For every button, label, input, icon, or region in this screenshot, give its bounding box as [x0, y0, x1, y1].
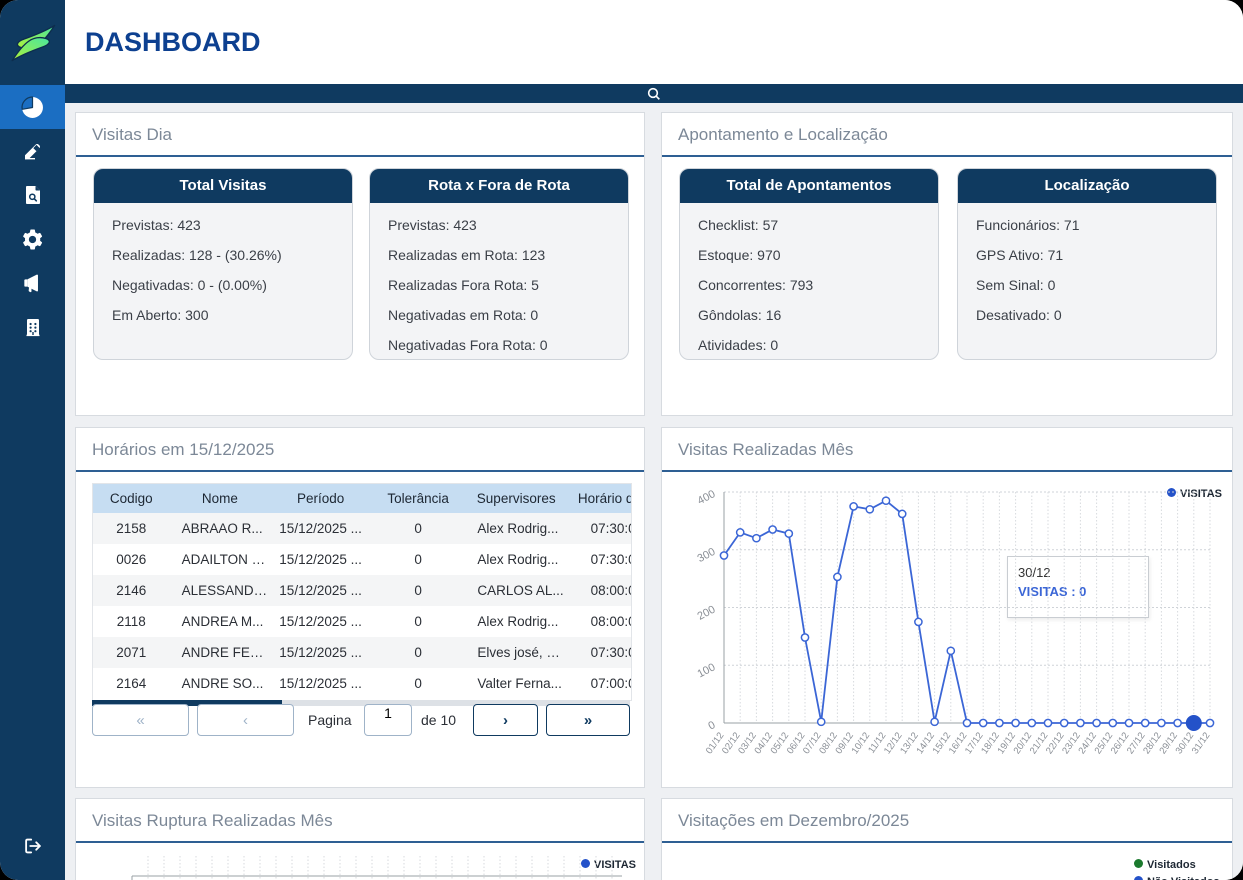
svg-text:0: 0	[706, 719, 717, 732]
svg-text:200: 200	[696, 604, 718, 623]
svg-text:300: 300	[696, 546, 718, 565]
svg-text:31/12: 31/12	[1190, 730, 1213, 756]
svg-text:100: 100	[696, 661, 718, 680]
svg-text:400: 400	[696, 488, 718, 507]
